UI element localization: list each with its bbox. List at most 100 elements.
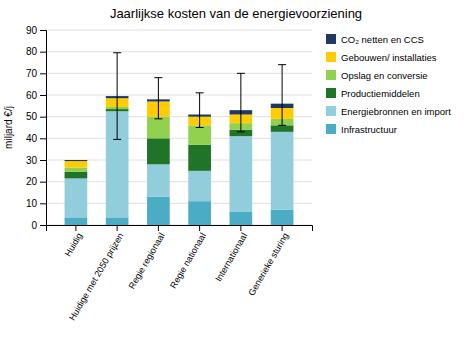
y-tick-mark — [40, 182, 46, 183]
x-axis-line — [47, 226, 313, 232]
y-tick: 0 — [31, 220, 46, 231]
legend-item: Productiemiddelen — [326, 88, 420, 99]
bar-segment — [271, 132, 294, 210]
legend-label: Infrastructuur — [341, 124, 397, 135]
x-tick: Internationaal — [213, 225, 249, 283]
y-tick-label: 30 — [26, 155, 38, 166]
y-tick-label: 50 — [26, 111, 38, 122]
legend-item: Gebouwen/ installaties — [326, 52, 437, 63]
x-tick-mark — [282, 225, 283, 231]
legend-item: Infrastructuur — [326, 124, 397, 135]
y-tick-mark — [40, 30, 46, 31]
x-tick-mark — [158, 225, 159, 231]
x-tick-mark — [199, 225, 200, 231]
legend-swatch — [326, 88, 336, 98]
x-tick-label: Regie nationaal — [168, 231, 208, 290]
chart: 0 10 20 30 40 50 60 70 80 90 HuidigHuidige met 205… — [0, 0, 472, 340]
legend-label: Productiemiddelen — [341, 88, 420, 99]
bar-segment — [65, 217, 88, 225]
legend-swatch — [326, 52, 336, 62]
grid-line — [46, 51, 312, 52]
bar-segment — [147, 138, 170, 164]
y-tick-label: 10 — [26, 198, 38, 209]
error-bar — [154, 78, 162, 119]
x-tick: Huidig — [63, 225, 84, 258]
y-tick-mark — [40, 160, 46, 161]
y-tick-mark — [40, 52, 46, 53]
bar-segment — [147, 117, 170, 139]
title: Jaarlijkse kosten van de energievoorzien… — [110, 6, 362, 21]
legend-label: Opslag en conversie — [341, 70, 428, 81]
error-bar — [113, 53, 121, 140]
bar-segment — [271, 210, 294, 225]
legend-label: Gebouwen/ installaties — [341, 52, 437, 63]
x-tick-mark — [75, 225, 76, 231]
legend: CO₂ netten en CCS Gebouwen/ installaties O… — [326, 34, 451, 135]
grid — [46, 30, 312, 225]
y-tick: 70 — [26, 68, 46, 79]
x-tick-label: Generieke sturing — [246, 231, 290, 298]
y-tick: 30 — [26, 155, 46, 166]
y-tick: 80 — [26, 46, 46, 57]
legend-swatch — [326, 106, 336, 116]
y-tick-mark — [40, 117, 46, 118]
bar-segment — [65, 160, 88, 161]
bar-segment — [147, 197, 170, 225]
bar-segment — [147, 164, 170, 197]
x-tick: Regie regionaal — [127, 225, 167, 291]
x-tick: Huidige met 2050 prijzen — [67, 225, 125, 322]
y-tick-label: 90 — [26, 25, 38, 36]
x-tick-label: Huidige met 2050 prijzen — [67, 231, 125, 322]
y-tick-label: 80 — [26, 46, 38, 57]
grid-line — [46, 73, 312, 74]
bar-segment — [65, 172, 88, 179]
error-bar — [278, 65, 286, 126]
bar-segment — [188, 201, 211, 225]
legend-item: Energiebronnen en import — [326, 106, 451, 117]
legend-item: Opslag en conversie — [326, 70, 428, 81]
legend-swatch — [326, 34, 336, 44]
x-tick: Regie nationaal — [168, 225, 208, 290]
y-tick: 20 — [26, 176, 46, 187]
error-bar — [196, 93, 204, 128]
error-bar — [237, 73, 245, 132]
y-tick-label: 0 — [31, 220, 37, 231]
y-tick-mark — [40, 73, 46, 74]
y-tick: 10 — [26, 198, 46, 209]
x-tick-label: Regie regionaal — [127, 231, 167, 291]
y-tick-label: 70 — [26, 68, 38, 79]
y-tick: 60 — [26, 90, 46, 101]
bar-segment — [271, 125, 294, 132]
y-axis-line — [40, 31, 47, 226]
bar-segment — [106, 217, 129, 225]
bar-segment — [65, 161, 88, 168]
bar-segment — [188, 145, 211, 171]
plot: 0 10 20 30 40 50 60 70 80 90 HuidigHuidige met 205… — [3, 25, 313, 323]
y-tick-mark — [40, 225, 46, 226]
x-tick-label: Huidig — [63, 231, 84, 258]
bar-segment — [65, 168, 88, 172]
bar-segment — [188, 171, 211, 201]
legend-label: Energiebronnen en import — [341, 106, 451, 117]
x-tick-label: Internationaal — [213, 231, 249, 283]
y-tick-mark — [40, 138, 46, 139]
bar-segment — [65, 178, 88, 217]
legend-item: CO₂ netten en CCS — [326, 34, 424, 45]
y-tick-label: 20 — [26, 176, 38, 187]
error-bars — [113, 53, 286, 140]
bar-segment — [230, 136, 253, 212]
x-tick-mark — [117, 225, 118, 231]
grid-line — [46, 95, 312, 96]
y-tick: 90 — [26, 25, 46, 36]
legend-swatch — [326, 70, 336, 80]
y-tick: 40 — [26, 133, 46, 144]
y-axis: 0 10 20 30 40 50 60 70 80 90 — [26, 25, 47, 231]
legend-swatch — [326, 124, 336, 134]
marks — [65, 53, 294, 225]
x-tick: Generieke sturing — [246, 225, 290, 298]
x-axis: HuidigHuidige met 2050 prijzenRegie regi… — [47, 225, 313, 322]
x-tick-mark — [240, 225, 241, 231]
y-tick-label: 60 — [26, 90, 38, 101]
y-tick: 50 — [26, 111, 46, 122]
y-tick-mark — [40, 203, 46, 204]
